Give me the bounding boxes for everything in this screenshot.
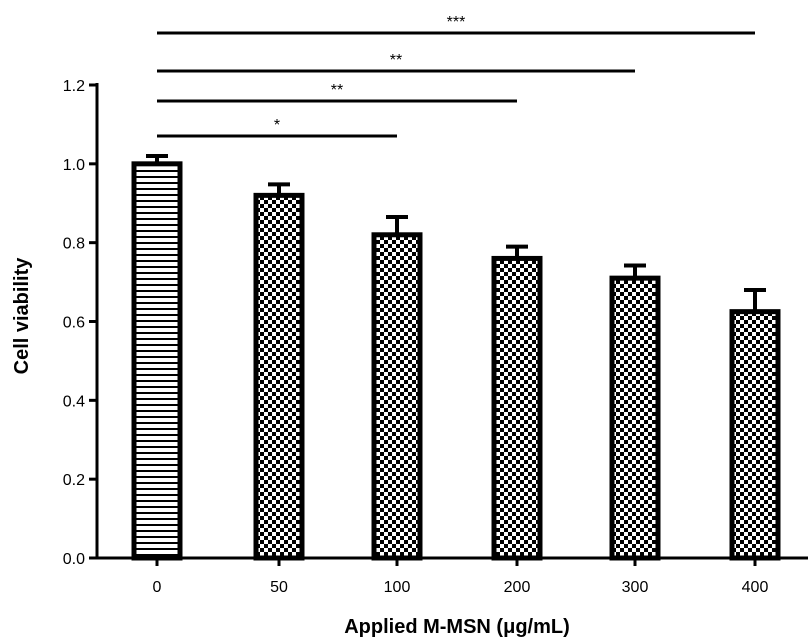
y-tick-label: 0.8 bbox=[63, 236, 85, 253]
bar-100 bbox=[371, 232, 423, 561]
bar-200 bbox=[491, 255, 543, 561]
x-tick-label: 0 bbox=[153, 579, 162, 596]
y-axis-title: Cell viability bbox=[11, 257, 33, 375]
y-tick-label: 1.2 bbox=[63, 78, 85, 95]
bar-400 bbox=[729, 309, 781, 561]
x-axis-title: Applied M-MSN (μg/mL) bbox=[344, 616, 570, 638]
significance-label: * bbox=[274, 117, 280, 134]
axes: 0.0 0.2 0.4 0.6 0.8 1.0 1.2 0 50 100 200 300 400 bbox=[63, 78, 808, 596]
y-tick-label: 1.0 bbox=[63, 157, 85, 174]
significance-brackets: ******** bbox=[157, 14, 755, 138]
x-tick-label: 200 bbox=[504, 579, 531, 596]
significance-label: ** bbox=[331, 82, 343, 99]
y-tick-label: 0.4 bbox=[63, 393, 85, 410]
bars bbox=[131, 153, 781, 561]
x-tick-label: 100 bbox=[384, 579, 411, 596]
y-tick-label: 0.2 bbox=[63, 472, 85, 489]
x-tick-label: 400 bbox=[742, 579, 769, 596]
x-tick-label: 50 bbox=[270, 579, 288, 596]
y-tick-label: 0.6 bbox=[63, 315, 85, 332]
significance-label: ** bbox=[390, 52, 402, 69]
bar-50 bbox=[253, 192, 305, 561]
x-tick-label: 300 bbox=[622, 579, 649, 596]
bar-0 bbox=[131, 161, 183, 561]
y-tick-label: 0.0 bbox=[63, 551, 85, 568]
significance-label: *** bbox=[447, 14, 466, 31]
bar-300 bbox=[609, 275, 661, 561]
